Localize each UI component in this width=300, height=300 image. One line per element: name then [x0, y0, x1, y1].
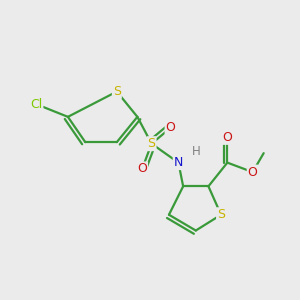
Text: Cl: Cl	[30, 98, 42, 111]
Text: O: O	[137, 162, 147, 176]
Text: H: H	[191, 145, 200, 158]
Text: O: O	[166, 122, 176, 134]
Text: N: N	[174, 156, 183, 169]
Text: O: O	[222, 131, 232, 144]
Text: S: S	[217, 208, 225, 221]
Text: S: S	[148, 137, 156, 150]
Text: S: S	[113, 85, 121, 98]
Text: O: O	[248, 166, 258, 178]
